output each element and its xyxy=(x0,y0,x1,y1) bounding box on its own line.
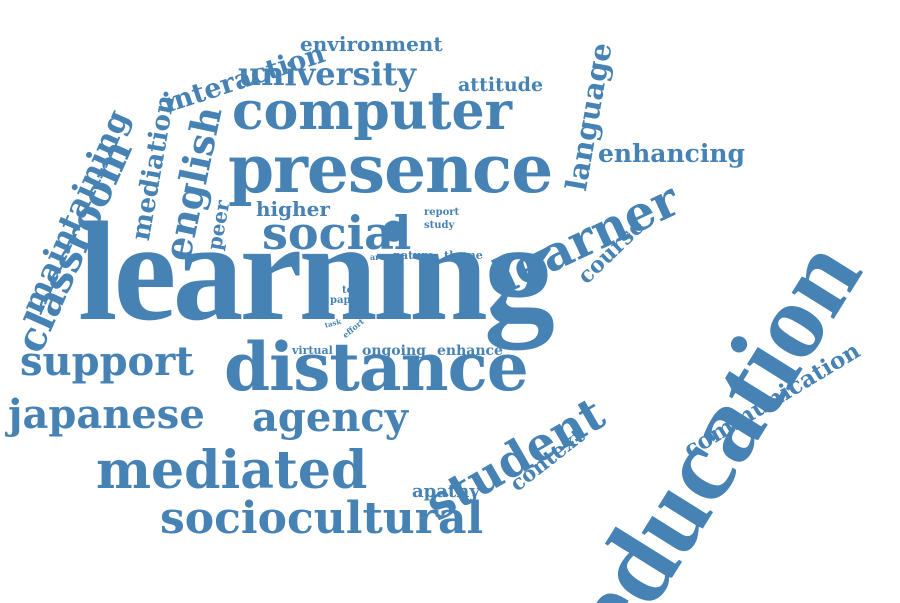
word-sociocultural: sociocultural xyxy=(160,493,484,544)
word-higher: higher xyxy=(256,197,330,221)
word-nature: nature xyxy=(393,249,434,262)
word-environment: environment xyxy=(300,32,443,56)
word-theme: theme xyxy=(444,249,483,262)
word-attitude: attitude xyxy=(458,74,544,96)
word-mediated: mediated xyxy=(96,440,368,501)
word-learning: learning xyxy=(78,192,555,350)
word-support: support xyxy=(20,338,194,385)
word-japanese: japanese xyxy=(8,391,205,438)
word-enhance: enhance xyxy=(437,343,503,359)
word-enhancing: enhancing xyxy=(598,139,746,168)
word-ongoing: ongoing xyxy=(362,343,426,359)
word-virtual: virtual xyxy=(292,344,333,357)
word-report: report xyxy=(424,207,460,218)
word-area: area xyxy=(370,252,390,262)
word-distance: distance xyxy=(224,328,529,406)
word-paper: paper xyxy=(330,295,363,306)
word-language: language xyxy=(559,39,619,194)
word-apathy: apathy xyxy=(412,481,480,502)
word-agency: agency xyxy=(252,394,409,441)
word-presence: presence xyxy=(228,130,553,208)
word-social: social xyxy=(262,206,412,260)
word-university: university xyxy=(238,55,417,93)
word-study: study xyxy=(424,220,455,231)
word-computer: computer xyxy=(232,81,513,142)
word-text: text xyxy=(342,285,364,296)
